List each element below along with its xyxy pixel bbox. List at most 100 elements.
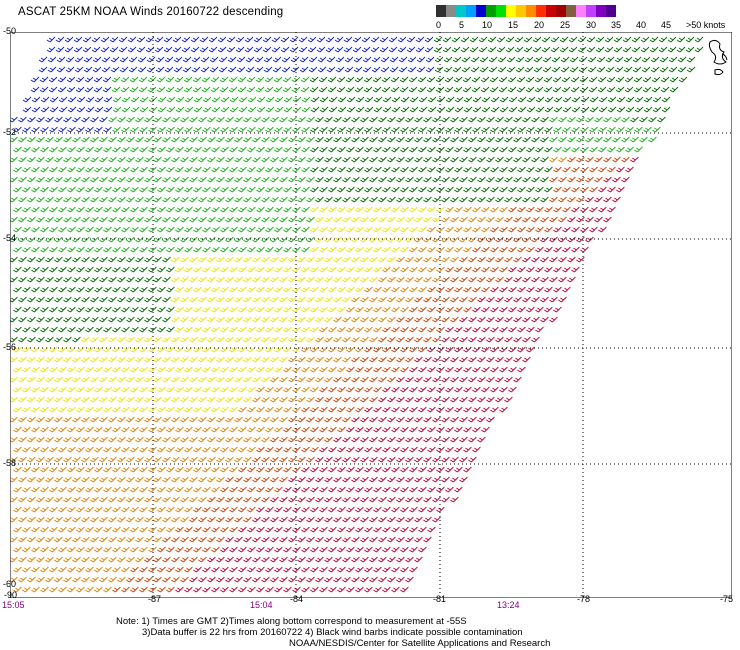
wind-barb: [216, 256, 225, 263]
wind-barb: [445, 166, 454, 173]
wind-barb: [308, 66, 318, 73]
wind-barb: [211, 146, 220, 153]
wind-barb: [598, 226, 607, 233]
wind-barb: [560, 66, 570, 73]
wind-barb: [36, 216, 45, 223]
legend-label-40: 40: [636, 20, 647, 30]
wind-barb: [382, 146, 391, 153]
wind-barb: [496, 46, 506, 53]
wind-barb: [454, 286, 463, 293]
wind-barb: [418, 206, 427, 213]
wind-barb: [535, 166, 544, 173]
wind-barb: [220, 266, 229, 273]
wind-barb: [337, 126, 346, 133]
wind-barb: [76, 206, 85, 213]
wind-barb: [414, 236, 423, 243]
wind-barb: [202, 226, 211, 233]
wind-barb: [216, 116, 225, 123]
wind-barb: [603, 116, 612, 123]
wind-barb: [445, 206, 454, 213]
wind-barb: [274, 166, 283, 173]
wind-barb: [189, 136, 198, 143]
wind-barb: [391, 146, 400, 153]
wind-barb: [273, 86, 283, 93]
wind-barb: [83, 66, 93, 73]
wind-barb: [209, 56, 219, 63]
legend-swatch: [436, 5, 446, 17]
wind-barb: [211, 96, 221, 103]
wind-barb: [103, 246, 112, 253]
wind-barb: [94, 306, 103, 313]
wind-barb: [324, 276, 333, 283]
wind-barb: [432, 156, 441, 163]
wind-barb: [382, 226, 391, 233]
wind-barb: [166, 206, 175, 213]
wind-barb: [495, 256, 504, 263]
wind-barb: [558, 176, 567, 183]
wind-barb: [94, 126, 103, 133]
wind-barb: [46, 36, 56, 43]
wind-barb: [324, 136, 333, 143]
wind-barb: [129, 76, 139, 83]
wind-barb: [153, 276, 162, 283]
wind-barb: [567, 256, 576, 263]
wind-barb: [490, 126, 499, 133]
wind-barb: [236, 66, 246, 73]
wind-barb: [10, 216, 18, 223]
wind-barb: [571, 106, 581, 113]
wind-barb: [102, 86, 112, 93]
wind-barb: [234, 256, 243, 263]
wind-barb: [67, 106, 77, 113]
wind-barb: [307, 36, 317, 43]
wind-barb: [136, 46, 146, 53]
wind-barb: [288, 256, 297, 263]
wind-barb: [174, 86, 184, 93]
wind-barb: [162, 256, 171, 263]
wind-barb: [274, 246, 283, 253]
wind-barb: [272, 66, 282, 73]
wind-barb: [362, 66, 372, 73]
wind-barb: [237, 76, 247, 83]
wind-barb: [288, 296, 297, 303]
wind-barb: [603, 176, 612, 183]
wind-barb: [498, 76, 508, 83]
wind-barb: [49, 106, 59, 113]
wind-barb: [639, 116, 648, 123]
wind-barb: [184, 266, 193, 273]
wind-barb: [146, 56, 156, 63]
wind-barb: [40, 286, 49, 293]
wind-barb: [569, 56, 579, 63]
wind-barb: [613, 46, 623, 53]
wind-barb: [328, 126, 337, 133]
wind-barb: [553, 226, 562, 233]
wind-barb: [472, 306, 481, 313]
wind-barb: [540, 116, 549, 123]
wind-barb: [243, 296, 252, 303]
wind-barb: [414, 216, 423, 223]
wind-barb: [452, 66, 462, 73]
wind-barb: [686, 56, 696, 63]
wind-barb: [31, 126, 40, 133]
wind-barb: [238, 246, 247, 253]
wind-barb: [459, 156, 468, 163]
wind-barb: [76, 146, 85, 153]
wind-barb: [234, 136, 243, 143]
wind-barb: [418, 106, 428, 113]
wind-barb: [270, 276, 279, 283]
wind-barb: [289, 36, 299, 43]
wind-barb: [18, 216, 27, 223]
wind-barb: [409, 226, 418, 233]
wind-barb: [135, 136, 144, 143]
wind-barb: [190, 36, 200, 43]
legend-swatch: [606, 5, 616, 17]
wind-barb: [189, 196, 198, 203]
wind-barb: [157, 166, 166, 173]
wind-barb: [165, 76, 175, 83]
wind-barb: [289, 46, 299, 53]
wind-barb: [559, 46, 569, 53]
wind-barb: [378, 256, 387, 263]
wind-barb: [110, 66, 120, 73]
wind-barb: [333, 256, 342, 263]
legend-swatch: [536, 5, 546, 17]
wind-barb: [459, 296, 468, 303]
